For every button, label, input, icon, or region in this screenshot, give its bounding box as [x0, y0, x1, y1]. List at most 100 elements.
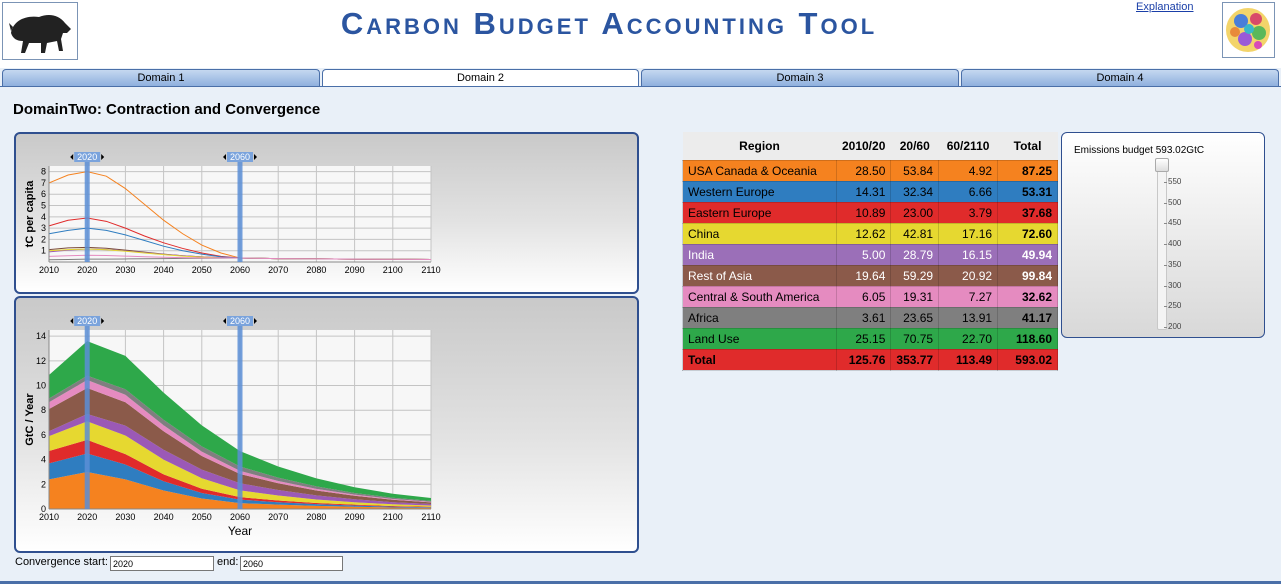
explanation-link[interactable]: Explanation — [1136, 1, 1194, 13]
col-header-2010-20[interactable]: 2010/20 — [836, 132, 891, 160]
y-tick-label: 7 — [41, 178, 46, 188]
table-cell-region: Land Use — [682, 327, 837, 350]
marker-left-arrow-icon[interactable] — [70, 318, 74, 324]
table-cell-20-60: 353.77 — [890, 348, 940, 371]
col-header-total[interactable]: Total — [997, 132, 1058, 160]
table-cell-total: 593.02 — [997, 348, 1058, 371]
table-row: Africa 3.61 23.65 13.91 41.17 — [682, 306, 1058, 329]
table-cell-region: Africa — [682, 306, 837, 329]
year-marker-tag-start[interactable] — [74, 316, 101, 326]
budget-slider-handle[interactable] — [1155, 158, 1169, 172]
table-row: USA Canada & Oceania 28.50 53.84 4.92 87.25 — [682, 159, 1058, 182]
year-marker-tag-end[interactable] — [227, 152, 253, 162]
year-marker-end[interactable] — [237, 324, 243, 509]
x-tick-label: 2080 — [306, 265, 326, 275]
y-tick-label: 8 — [41, 405, 46, 415]
col-header-60-2110[interactable]: 60/2110 — [938, 132, 998, 160]
budget-tick-label: 350 — [1163, 259, 1182, 269]
marker-left-arrow-icon[interactable] — [223, 154, 226, 160]
convergence-end-input[interactable] — [240, 556, 343, 571]
domain-tabs: Domain 1 Domain 2 Domain 3 Domain 4 — [0, 68, 1281, 87]
x-tick-label: 2040 — [154, 265, 174, 275]
table-cell-2010-20: 10.89 — [835, 201, 892, 224]
table-cell-total: 99.84 — [997, 264, 1058, 287]
x-tick-label: 2030 — [115, 512, 135, 522]
x-tick-label: 2050 — [192, 265, 212, 275]
table-cell-60-2110: 7.27 — [938, 285, 999, 308]
table-cell-region: China — [682, 222, 837, 245]
table-cell-total: 53.31 — [997, 180, 1058, 203]
year-marker-tag-start[interactable] — [74, 152, 101, 162]
x-tick-label: 2070 — [268, 512, 288, 522]
table-cell-60-2110: 22.70 — [938, 327, 999, 350]
x-tick-label: 2070 — [268, 265, 288, 275]
year-marker-label: 2060 — [230, 316, 250, 326]
y-tick-label: 10 — [36, 381, 46, 391]
table-cell-region: Central & South America — [682, 285, 837, 308]
marker-right-arrow-icon[interactable] — [254, 318, 257, 324]
x-tick-label: 2060 — [230, 265, 250, 275]
x-tick-label: 2010 — [39, 265, 59, 275]
region-budget-table: Region 2010/20 20/60 60/2110 Total USA C… — [682, 132, 1058, 371]
header-bar: Carbon Budget Accounting Tool Explanatio… — [0, 0, 1281, 68]
table-cell-2010-20: 125.76 — [835, 348, 892, 371]
per-capita-chart: 2010 2020 2030 2040 2050 2060 2070 2080 2090 2100… — [24, 152, 441, 275]
per-capita-chart-panel: 2010 2020 2030 2040 2050 2060 2070 2080 2090 2100… — [14, 132, 639, 294]
year-marker-label: 2060 — [230, 152, 250, 162]
marker-right-arrow-icon[interactable] — [254, 154, 257, 160]
budget-tick-label: 550 — [1163, 177, 1182, 186]
table-cell-20-60: 23.00 — [890, 201, 940, 224]
table-cell-20-60: 70.75 — [890, 327, 940, 350]
tab-domain-3[interactable]: Domain 3 — [641, 69, 959, 86]
page-heading: DomainTwo: Contraction and Convergence — [13, 101, 321, 118]
table-row: India 5.00 28.79 16.15 49.94 — [682, 243, 1058, 266]
y-tick-label: 12 — [36, 356, 46, 366]
emissions-budget-label: Emissions budget 593.02GtC — [1074, 145, 1205, 156]
table-cell-region: India — [682, 243, 837, 266]
col-header-20-60[interactable]: 20/60 — [890, 132, 939, 160]
x-tick-label: 2110 — [421, 512, 440, 522]
year-marker-tag-end[interactable] — [227, 316, 253, 326]
x-tick-label: 2100 — [383, 265, 403, 275]
area-series — [49, 471, 431, 509]
year-marker-start[interactable] — [84, 324, 90, 509]
tab-domain-2[interactable]: Domain 2 — [322, 69, 639, 86]
budget-tick-label: 500 — [1163, 197, 1182, 207]
marker-left-arrow-icon[interactable] — [70, 154, 74, 160]
x-tick-label: 2020 — [77, 265, 97, 275]
y-tick-label: 5 — [41, 201, 46, 211]
emissions-budget-panel: Emissions budget 593.02GtC 550 500 450 400 3… — [1061, 132, 1265, 338]
tab-domain-4[interactable]: Domain 4 — [961, 69, 1279, 86]
col-header-region[interactable]: Region — [682, 132, 837, 160]
table-cell-total: 32.62 — [997, 285, 1058, 308]
tab-domain-1[interactable]: Domain 1 — [2, 69, 320, 86]
table-cell-total: 49.94 — [997, 243, 1058, 266]
boar-icon — [9, 15, 71, 53]
y-axis-label: tC per capita — [24, 180, 36, 248]
y-tick-label: 6 — [41, 430, 46, 440]
table-cell-total: 87.25 — [997, 159, 1058, 182]
table-cell-2010-20: 14.31 — [835, 180, 892, 203]
table-cell-2010-20: 25.15 — [835, 327, 892, 350]
app-title: Carbon Budget Accounting Tool — [340, 6, 878, 41]
y-axis-label: GtC / Year — [24, 393, 36, 446]
table-total-row: Total 125.76 353.77 113.49 593.02 — [682, 348, 1058, 371]
x-tick-label: 2090 — [345, 512, 365, 522]
x-tick-label: 2010 — [39, 512, 59, 522]
y-tick-label: 4 — [41, 455, 46, 465]
convergence-end-label: end: — [217, 556, 239, 568]
x-tick-label: 2110 — [421, 265, 440, 275]
year-marker-end[interactable] — [237, 160, 243, 262]
x-tick-label: 2090 — [345, 265, 365, 275]
x-tick-label: 2050 — [192, 512, 212, 522]
table-cell-total: 37.68 — [997, 201, 1058, 224]
convergence-start-input[interactable] — [110, 556, 214, 571]
year-marker-start[interactable] — [84, 160, 90, 262]
budget-tick-label: 400 — [1163, 239, 1182, 249]
marker-right-arrow-icon[interactable] — [101, 318, 105, 324]
marker-left-arrow-icon[interactable] — [223, 318, 226, 324]
x-tick-label: 2100 — [383, 512, 403, 522]
marker-right-arrow-icon[interactable] — [101, 154, 105, 160]
table-cell-region: Western Europe — [682, 180, 837, 203]
emissions-chart-panel: 2010 2020 2030 2040 2050 2060 2070 2080 2090 2100… — [14, 296, 639, 553]
